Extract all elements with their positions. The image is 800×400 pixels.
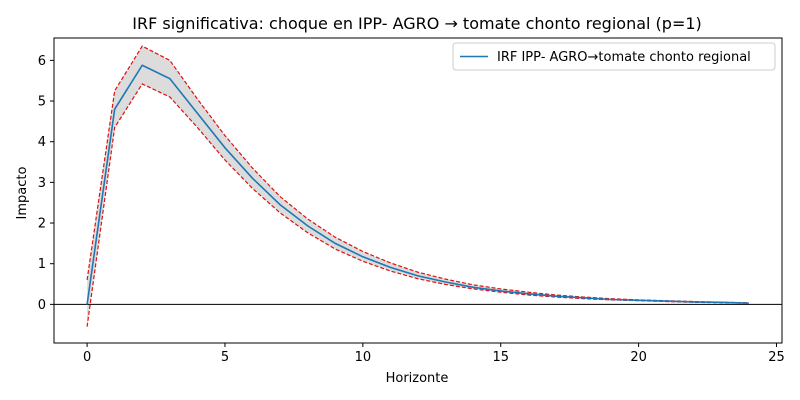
legend-box (452, 42, 776, 71)
y-tick-label: 6 (38, 54, 46, 69)
axes-frame (53, 37, 783, 344)
y-axis-label: Impacto (15, 167, 30, 220)
series-line-0 (86, 64, 749, 305)
x-tick-label: 15 (492, 350, 509, 365)
plot-area: 0 5 10 15 20 25 0 1 2 3 4 5 6 IRF IPP- AGRO→tomate ch… (38, 37, 785, 365)
legend-label: IRF IPP- AGRO→tomate chonto regional (497, 50, 751, 65)
y-tick-label: 2 (38, 217, 46, 232)
x-tick-label: 5 (221, 350, 229, 365)
y-tick-label: 0 (38, 298, 46, 313)
y-tick-label: 3 (38, 176, 46, 191)
y-tick-label: 5 (38, 95, 46, 110)
y-tick-label: 1 (38, 257, 46, 272)
confidence-band (87, 46, 749, 327)
lower-bound-line (86, 83, 749, 327)
x-tick-label: 25 (768, 350, 785, 365)
legend: IRF IPP- AGRO→tomate chonto regional (452, 42, 776, 71)
y-tick-label: 4 (38, 135, 46, 150)
x-axis-label: Horizonte (386, 371, 449, 386)
chart-title: IRF significativa: choque en IPP- AGRO →… (132, 14, 702, 33)
x-tick-label: 10 (355, 350, 372, 365)
x-tick-label: 20 (630, 350, 647, 365)
x-tick-label: 0 (83, 350, 91, 365)
